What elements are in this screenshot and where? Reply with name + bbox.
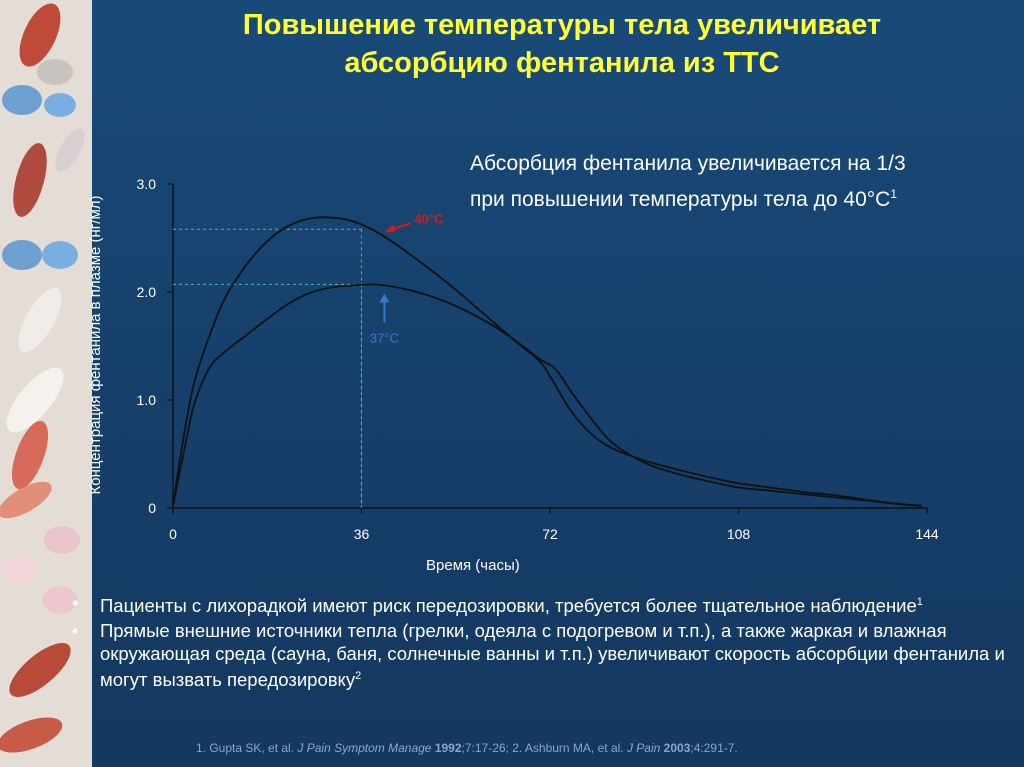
bullet-text-1: Пациенты с лихорадкой имеют риск передоз… bbox=[100, 595, 917, 617]
y-tick-label: 0 bbox=[148, 500, 156, 516]
x-tick-label: 0 bbox=[169, 526, 177, 542]
bullet-item-2: • Прямые внешние источники тепла (грелки… bbox=[72, 619, 1012, 691]
series-line-2 bbox=[172, 283, 922, 507]
bullet-dot: • bbox=[72, 620, 79, 642]
y-axis-label: Концентрация фентанила в плазме (нг/мл) bbox=[87, 195, 104, 494]
ref2-journal: J Pain bbox=[626, 741, 661, 755]
ref2-year: 2003 bbox=[663, 741, 691, 755]
ref2-pages: ;4:291-7. bbox=[690, 741, 738, 755]
title-line-2: абсорбцию фентанила из ТТС bbox=[344, 47, 780, 79]
ref1-authors: 1. Gupta SK, et al. bbox=[196, 741, 295, 755]
annotation-line-2-text: при повышении температуры тела до 40°С bbox=[470, 188, 891, 211]
x-tick-label: 144 bbox=[915, 526, 939, 542]
pills-decoration bbox=[0, 0, 92, 767]
series-line-1 bbox=[172, 216, 922, 507]
ref1-pages: ;7:17-26; bbox=[461, 741, 513, 755]
x-tick-label: 72 bbox=[542, 526, 558, 542]
annotation-ref: 1 bbox=[890, 187, 898, 201]
bullet-dot: • bbox=[72, 592, 79, 613]
ref2-authors: 2. Ashburn MA, et al. bbox=[512, 741, 624, 755]
annotation-line-1: Абсорбция фентанила увеличивается на 1/3 bbox=[470, 152, 906, 175]
y-tick-label: 2.0 bbox=[137, 284, 157, 300]
label-40c: 40°C bbox=[414, 211, 444, 226]
title-line-1: Повышение температуры тела увеличивает bbox=[242, 9, 882, 41]
references: 1. Gupta SK, et al. J Pain Symptom Manag… bbox=[196, 741, 738, 755]
label-37c: 37°C bbox=[370, 330, 399, 345]
bullet-text-2: Прямые внешние источники тепла (грелки, … bbox=[100, 620, 1005, 691]
x-tick-label: 108 bbox=[727, 526, 751, 542]
y-tick-label: 1.0 bbox=[137, 392, 157, 408]
chart-labels: 0 1.0 2.0 3.0 0 36 72 108 144 Время (часы) Концент… bbox=[87, 176, 939, 574]
x-axis-label: Время (часы) bbox=[426, 557, 520, 574]
annotation-line-2: при повышении температуры тела до 40°С1 bbox=[470, 179, 906, 215]
chart-axes bbox=[167, 183, 928, 514]
bullet-ref-1: 1 bbox=[916, 596, 923, 608]
ref1-journal: J Pain Symptom Manage bbox=[297, 741, 432, 755]
chart-annotation: Абсорбция фентанила увеличивается на 1/3… bbox=[470, 148, 906, 215]
arrowhead-40c bbox=[384, 224, 396, 233]
ref1-year: 1992 bbox=[434, 741, 462, 755]
x-tick-label: 36 bbox=[354, 526, 370, 542]
reference-lines bbox=[173, 228, 363, 508]
slide-title: Повышение температуры тела увеличивает а… bbox=[100, 6, 1024, 82]
bullet-item-1: • Пациенты с лихорадкой имеют риск перед… bbox=[72, 591, 1012, 617]
pills-image bbox=[0, 0, 92, 767]
y-tick-label: 3.0 bbox=[137, 176, 157, 192]
chart-series bbox=[172, 216, 922, 507]
bullet-ref-2: 2 bbox=[355, 670, 362, 683]
bullet-list: • Пациенты с лихорадкой имеют риск перед… bbox=[72, 591, 1012, 693]
arrowhead-37c bbox=[379, 293, 390, 303]
